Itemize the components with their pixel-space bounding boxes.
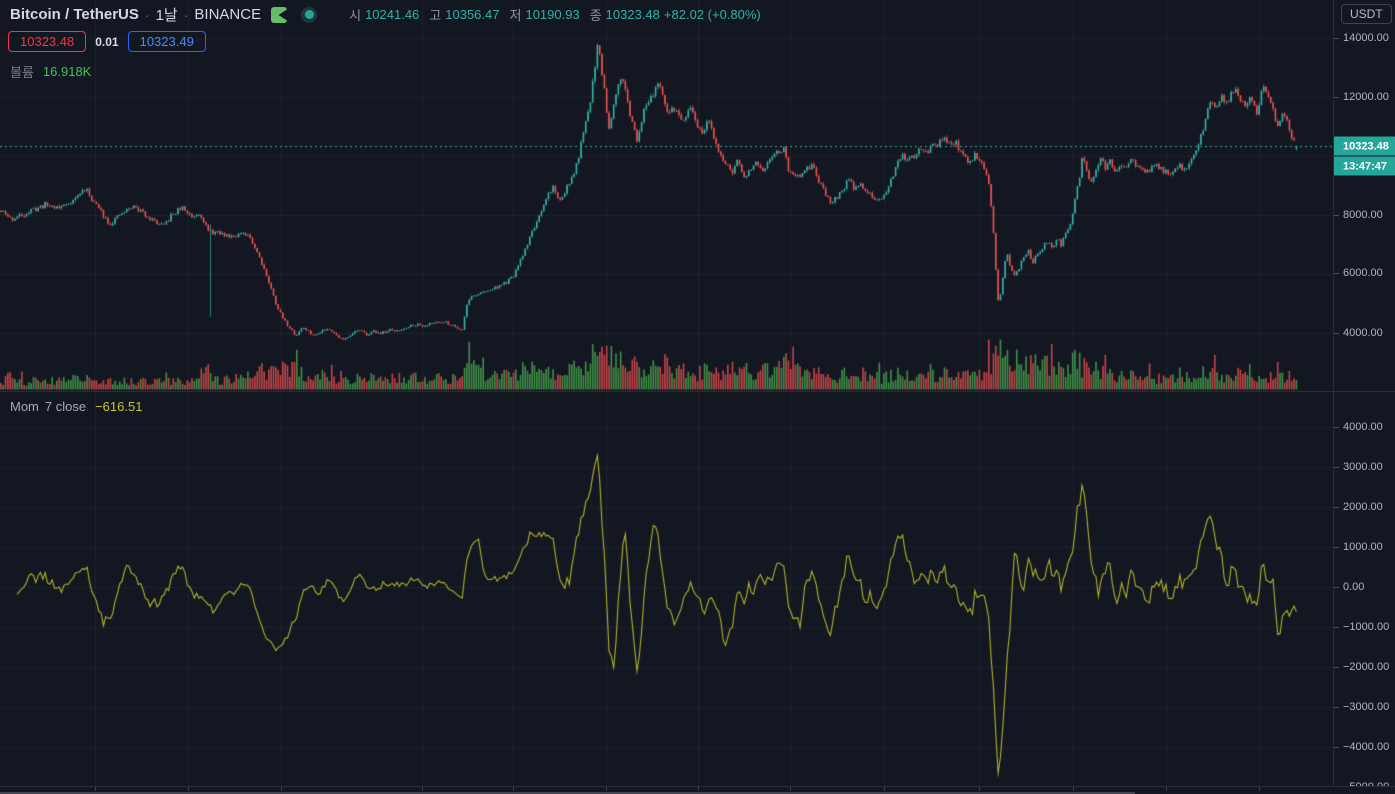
change-value: +82.02 (+0.80%) bbox=[663, 7, 761, 22]
price-axis-label: −2000.00 bbox=[1334, 661, 1395, 673]
time-axis-tick bbox=[1073, 787, 1074, 791]
ohlc-readout: 시 10241.46 고 10356.47 저 10190.93 종 10323… bbox=[343, 5, 761, 24]
exchange-icon bbox=[271, 6, 288, 23]
close-value: 10323.48 bbox=[605, 7, 660, 22]
time-axis-tick bbox=[188, 787, 189, 791]
price-axis-label: 2000.00 bbox=[1334, 501, 1395, 513]
pane-divider[interactable] bbox=[0, 391, 1395, 392]
time-axis-tick bbox=[95, 787, 96, 791]
time-axis-tick bbox=[1259, 787, 1260, 791]
indicator-value: −616.51 bbox=[95, 399, 143, 414]
chart-canvas[interactable] bbox=[0, 0, 1333, 786]
price-axis-label: 14000.00 bbox=[1334, 32, 1395, 44]
horizontal-scrollbar[interactable] bbox=[0, 792, 1135, 794]
price-axis-label: 6000.00 bbox=[1334, 267, 1395, 279]
time-axis-tick bbox=[698, 787, 699, 791]
time-axis-tick bbox=[606, 787, 607, 791]
interval-label[interactable]: 1날 bbox=[155, 7, 178, 24]
indicator-name: Mom bbox=[10, 399, 39, 414]
time-axis-tick bbox=[884, 787, 885, 791]
momentum-indicator-legend[interactable]: Mom 7 close −616.51 bbox=[10, 399, 142, 414]
price-axis-label: 1000.00 bbox=[1334, 541, 1395, 553]
time-axis[interactable] bbox=[0, 786, 1395, 794]
volume-value: 16.918K bbox=[42, 64, 92, 79]
open-label: 시 bbox=[349, 8, 362, 23]
price-axis-label: 3000.00 bbox=[1334, 461, 1395, 473]
currency-button[interactable]: USDT bbox=[1341, 4, 1392, 24]
time-axis-tick bbox=[790, 787, 791, 791]
separator: · bbox=[183, 6, 189, 23]
time-axis-tick bbox=[422, 787, 423, 791]
open-value: 10241.46 bbox=[365, 7, 420, 22]
time-axis-tick bbox=[513, 787, 514, 791]
price-axis-label: −3000.00 bbox=[1334, 701, 1395, 713]
symbol-header[interactable]: Bitcoin / TetherUS · 1날 · BINANCE 시 1024… bbox=[10, 4, 761, 25]
symbol-title[interactable]: Bitcoin / TetherUS bbox=[10, 6, 139, 23]
close-label: 종 bbox=[589, 8, 602, 23]
indicator-params: 7 close bbox=[44, 399, 87, 414]
countdown-badge: 13:47:47 bbox=[1334, 156, 1395, 176]
time-axis-tick bbox=[979, 787, 980, 791]
ask-price-button[interactable]: 10323.49 bbox=[127, 31, 206, 52]
low-value: 10190.93 bbox=[525, 7, 580, 22]
bid-price-button[interactable]: 10323.48 bbox=[8, 31, 87, 52]
high-label: 고 bbox=[429, 8, 442, 23]
price-axis-label: −4000.00 bbox=[1334, 741, 1395, 753]
price-axis[interactable]: USDT 10323.48 13:47:47 14000.00 12000.00 8… bbox=[1333, 0, 1395, 793]
price-axis-label: −1000.00 bbox=[1334, 621, 1395, 633]
high-value: 10356.47 bbox=[445, 7, 500, 22]
price-axis-label: 4000.00 bbox=[1334, 421, 1395, 433]
time-axis-tick bbox=[281, 787, 282, 791]
current-price-badge: 10323.48 bbox=[1334, 136, 1395, 156]
time-axis-tick bbox=[1166, 787, 1167, 791]
price-axis-label: 8000.00 bbox=[1334, 209, 1395, 221]
volume-readout[interactable]: 볼륨 16.918K bbox=[10, 62, 91, 81]
price-axis-label: 4000.00 bbox=[1334, 327, 1395, 339]
exchange-label[interactable]: BINANCE bbox=[194, 6, 262, 23]
price-axis-label: 0.00 bbox=[1334, 581, 1395, 593]
volume-label: 볼륨 bbox=[10, 65, 34, 80]
price-axis-label: 12000.00 bbox=[1334, 91, 1395, 103]
separator: · bbox=[144, 6, 150, 23]
low-label: 저 bbox=[509, 8, 522, 23]
spread-value: 0.01 bbox=[95, 34, 119, 49]
bid-ask-row: 10323.48 0.01 10323.49 bbox=[8, 31, 206, 52]
live-status-icon bbox=[301, 6, 318, 23]
